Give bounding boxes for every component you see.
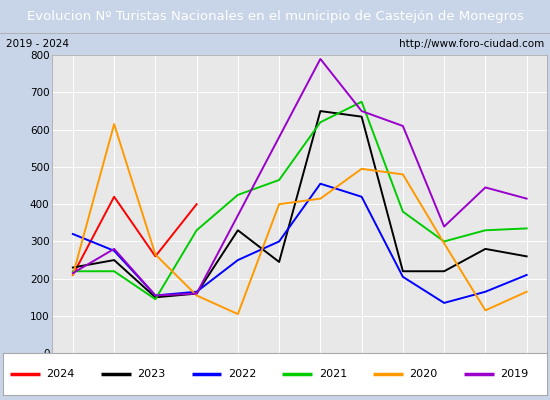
Text: 2022: 2022 xyxy=(228,369,256,379)
Text: 2023: 2023 xyxy=(138,369,166,379)
Text: 2019: 2019 xyxy=(500,369,529,379)
Text: Evolucion Nº Turistas Nacionales en el municipio de Castejón de Monegros: Evolucion Nº Turistas Nacionales en el m… xyxy=(26,10,524,23)
Text: 2021: 2021 xyxy=(319,369,347,379)
Text: 2020: 2020 xyxy=(410,369,438,379)
Text: 2024: 2024 xyxy=(47,369,75,379)
Text: 2019 - 2024: 2019 - 2024 xyxy=(6,39,69,49)
Text: http://www.foro-ciudad.com: http://www.foro-ciudad.com xyxy=(399,39,544,49)
